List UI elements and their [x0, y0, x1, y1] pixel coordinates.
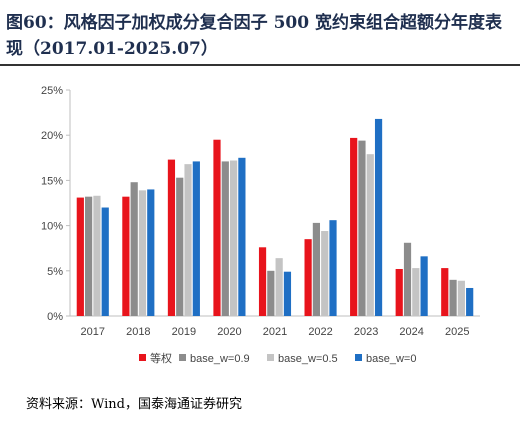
category-label: 2018	[126, 326, 150, 338]
y-tick-label: 5%	[47, 266, 63, 278]
legend-label: base_w=0.5	[278, 353, 338, 365]
bar-2018-series-2	[138, 190, 147, 316]
bar-2022-series-2	[321, 231, 329, 316]
category-labels: 2017 2018 2019 2020 2021 2022 2023 2024 2025	[81, 326, 470, 338]
bar-2022-series-3	[329, 220, 337, 316]
legend-label: base_w=0	[366, 353, 416, 365]
bar-2025-series-0	[441, 268, 449, 316]
category-label: 2025	[445, 326, 469, 338]
y-tick-label: 10%	[41, 221, 63, 233]
bar-2018-series-1	[130, 182, 138, 316]
bar-2019-series-0	[167, 159, 176, 316]
legend-swatch	[179, 354, 186, 361]
y-tick-label: 0%	[47, 311, 63, 323]
bar-2020-series-3	[238, 157, 246, 316]
figure-title: 图60：风格因子加权成分复合因子 500 宽约束组合超额分年度表现（2017.0…	[6, 13, 502, 59]
bar-2024-series-0	[395, 268, 403, 316]
bar-2025-series-1	[449, 279, 457, 316]
legend-swatch	[139, 354, 146, 361]
bar-2017-series-0	[76, 197, 84, 316]
cropped-top-text	[0, 0, 520, 7]
bar-2019-series-3	[192, 161, 200, 316]
legend: 等权 base_w=0.9 base_w=0.5 base_w=0	[139, 351, 416, 365]
category-label: 2024	[399, 326, 423, 338]
category-label: 2020	[217, 326, 241, 338]
bar-chart: 0% 5% 10% 15% 20% 25% 2017 2018 2019 2020 2021 202…	[41, 85, 480, 365]
title-rule	[0, 64, 520, 66]
legend-label: base_w=0.9	[190, 353, 250, 365]
y-tick-label: 25%	[41, 85, 63, 97]
bar-2025-series-3	[466, 287, 474, 316]
legend-swatch	[355, 354, 362, 361]
y-tick-label: 15%	[41, 175, 63, 187]
bar-2017-series-2	[93, 195, 101, 316]
bar-2023-series-0	[350, 137, 358, 316]
bar-2020-series-0	[213, 139, 221, 316]
category-label: 2017	[81, 326, 105, 338]
bar-2022-series-0	[304, 239, 312, 316]
bar-2024-series-2	[412, 268, 420, 316]
bar-2021-series-2	[275, 258, 283, 316]
legend-swatch	[267, 354, 274, 361]
bar-2020-series-1	[221, 161, 229, 316]
bar-2021-series-3	[283, 271, 292, 316]
category-label: 2023	[354, 326, 378, 338]
bar-2023-series-3	[374, 118, 383, 316]
bar-2017-series-1	[85, 196, 93, 316]
legend-label: 等权	[150, 351, 172, 365]
y-axis-ticks: 0% 5% 10% 15% 20% 25%	[41, 85, 70, 323]
category-label: 2021	[263, 326, 287, 338]
bar-2019-series-2	[184, 164, 192, 316]
source-note: 资料来源：Wind，国泰海通证券研究	[26, 397, 242, 412]
bar-2024-series-3	[420, 256, 428, 316]
bar-2024-series-1	[403, 242, 412, 316]
bars	[76, 118, 474, 316]
category-label: 2019	[172, 326, 196, 338]
cropped-bottom-text	[0, 414, 520, 430]
bar-2023-series-1	[358, 140, 366, 316]
bar-2023-series-2	[366, 154, 374, 316]
bar-2017-series-3	[101, 207, 109, 316]
bar-2018-series-3	[147, 189, 155, 316]
bar-2022-series-1	[312, 222, 321, 316]
bar-2025-series-2	[457, 280, 465, 316]
bar-2020-series-2	[229, 160, 238, 316]
bar-2021-series-1	[267, 270, 275, 316]
bar-2018-series-0	[122, 196, 130, 316]
bar-2019-series-1	[176, 177, 184, 316]
y-tick-label: 20%	[41, 130, 63, 142]
bar-2021-series-0	[258, 247, 267, 316]
category-label: 2022	[308, 326, 332, 338]
